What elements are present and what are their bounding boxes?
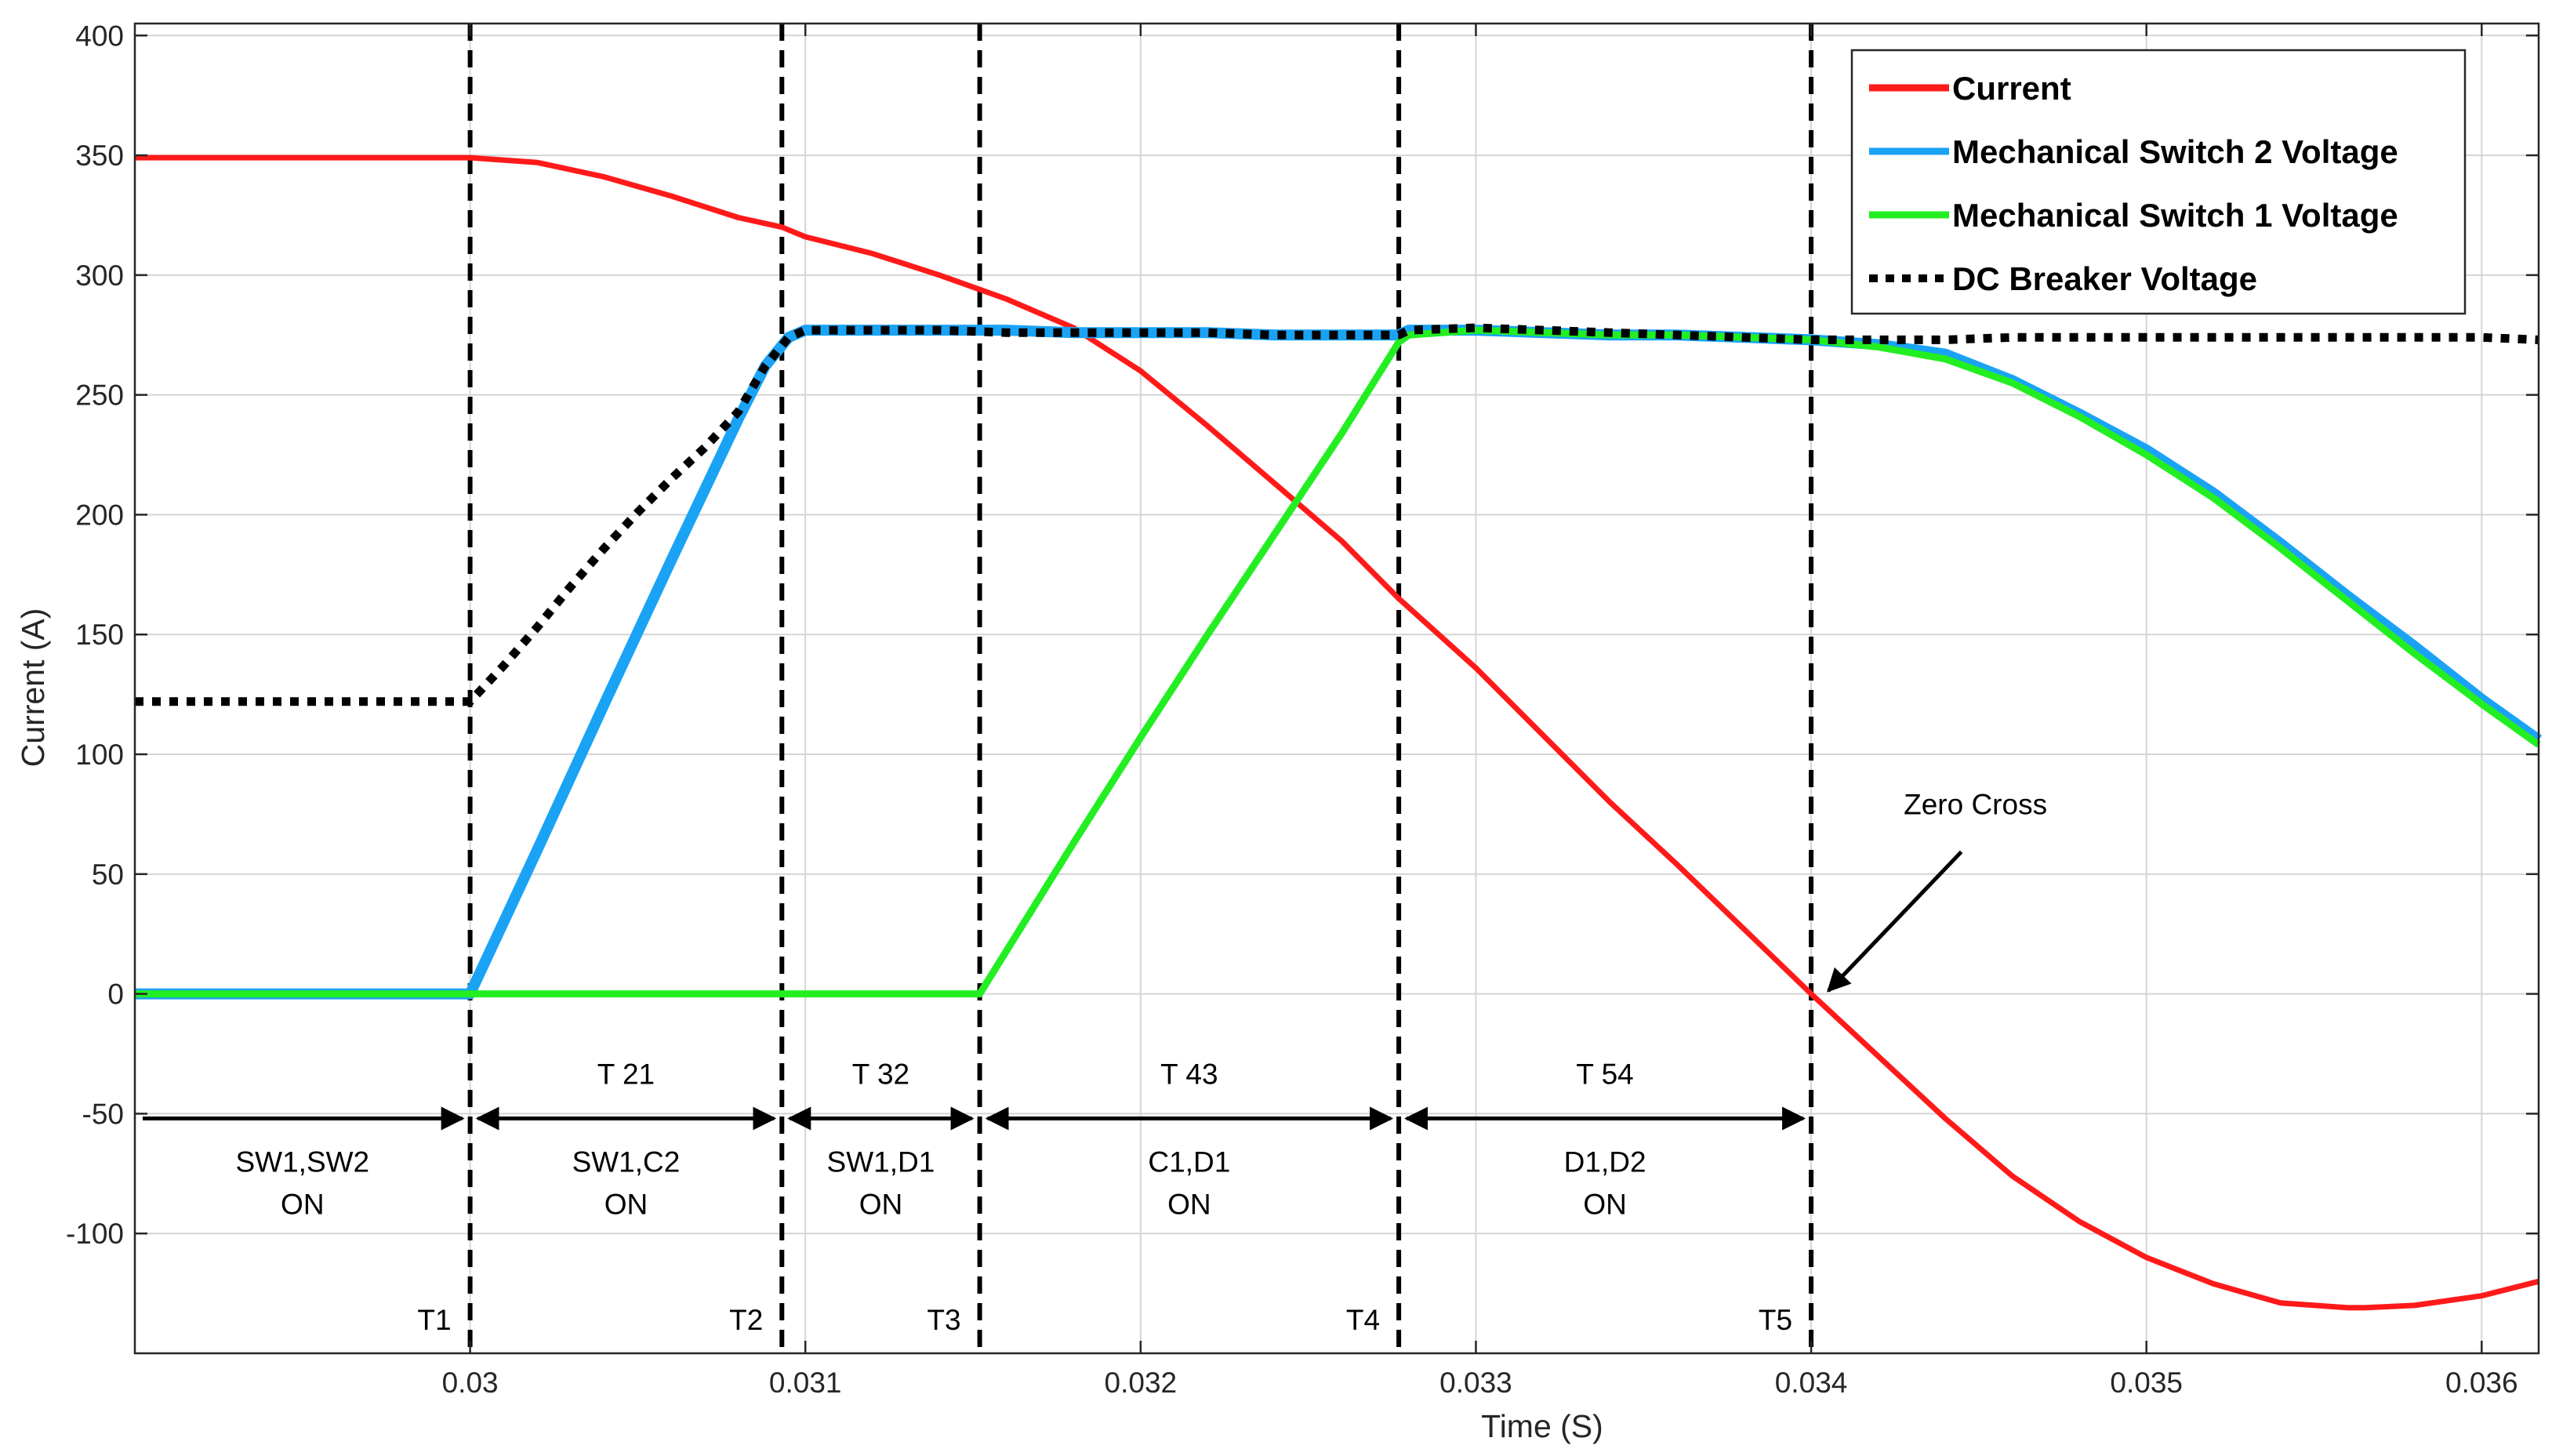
interval-state: SW1,C2 [572, 1146, 681, 1178]
legend-label: DC Breaker Voltage [1952, 260, 2257, 297]
interval-name: T 54 [1576, 1058, 1633, 1091]
event-marker-label: T2 [729, 1304, 763, 1336]
interval-name: T 21 [597, 1058, 655, 1091]
interval-state: SW1,D1 [827, 1146, 935, 1178]
series-lines [135, 154, 2543, 1311]
x-tick-label: 0.035 [2110, 1367, 2183, 1399]
interval-annotations: SW1,SW2 ON T 21 SW1,C2 ON T 32 SW1,D1 ON T 43 C1,… [143, 1058, 1806, 1221]
annotations: Zero Cross [1827, 788, 2047, 993]
x-tick-label: 0.031 [769, 1367, 842, 1399]
y-tick-label: 300 [75, 260, 124, 292]
x-tick-label: 0.03 [442, 1367, 499, 1399]
interval-state: C1,D1 [1148, 1146, 1230, 1178]
annotation-text: Zero Cross [1904, 788, 2047, 820]
y-tick-label: 200 [75, 499, 124, 531]
y-tick-label: 250 [75, 379, 124, 412]
event-marker-label: T5 [1759, 1304, 1792, 1336]
y-tick-label: 0 [107, 979, 124, 1011]
x-tick-label: 0.034 [1775, 1367, 1848, 1399]
interval-name: T 43 [1160, 1058, 1218, 1091]
interval-state: SW1,SW2 [235, 1146, 369, 1178]
interval-state-on: ON [1583, 1189, 1627, 1221]
interval-state-on: ON [604, 1189, 648, 1221]
interval-state: D1,D2 [1564, 1146, 1646, 1178]
y-tick-label: 350 [75, 140, 124, 172]
interval-name: T 32 [852, 1058, 909, 1091]
annotation-arrow [1827, 850, 1963, 993]
series-line [135, 154, 2539, 1311]
event-marker-label: T4 [1346, 1304, 1380, 1336]
vertical-markers: T1 T2 T3 T4 T5 [417, 24, 1814, 1353]
y-tick-label: 50 [92, 859, 124, 891]
interval-state-on: ON [859, 1189, 903, 1221]
x-tick-label: 0.033 [1439, 1367, 1512, 1399]
legend-box [1850, 49, 2467, 315]
plot-frame [133, 22, 2540, 1355]
y-tick-label: 400 [75, 20, 124, 52]
y-axis-title: Current (A) [15, 608, 51, 768]
x-tick-label: 0.036 [2445, 1367, 2518, 1399]
y-tick-label: 150 [75, 619, 124, 651]
legend-label: Mechanical Switch 1 Voltage [1952, 197, 2398, 234]
legend-label: Mechanical Switch 2 Voltage [1952, 133, 2398, 170]
y-tick-label: 100 [75, 739, 124, 771]
event-marker-label: T1 [417, 1304, 451, 1336]
y-tick-label: -50 [82, 1098, 124, 1130]
legend: Current Mechanical Switch 2 Voltage Mechan… [1850, 49, 2467, 315]
series-line [135, 323, 2539, 706]
event-marker-label: T3 [927, 1304, 960, 1336]
x-axis-title: Time (S) [1481, 1408, 1603, 1444]
interval-state-on: ON [281, 1189, 325, 1221]
y-tick-label: -100 [66, 1218, 124, 1250]
legend-label: Current [1952, 70, 2071, 107]
x-tick-label: 0.032 [1105, 1367, 1178, 1399]
axis-ticks: 0.03 0.031 0.032 0.033 0.034 0.035 0.036 -100 -5… [66, 20, 2539, 1399]
interval-state-on: ON [1167, 1189, 1211, 1221]
